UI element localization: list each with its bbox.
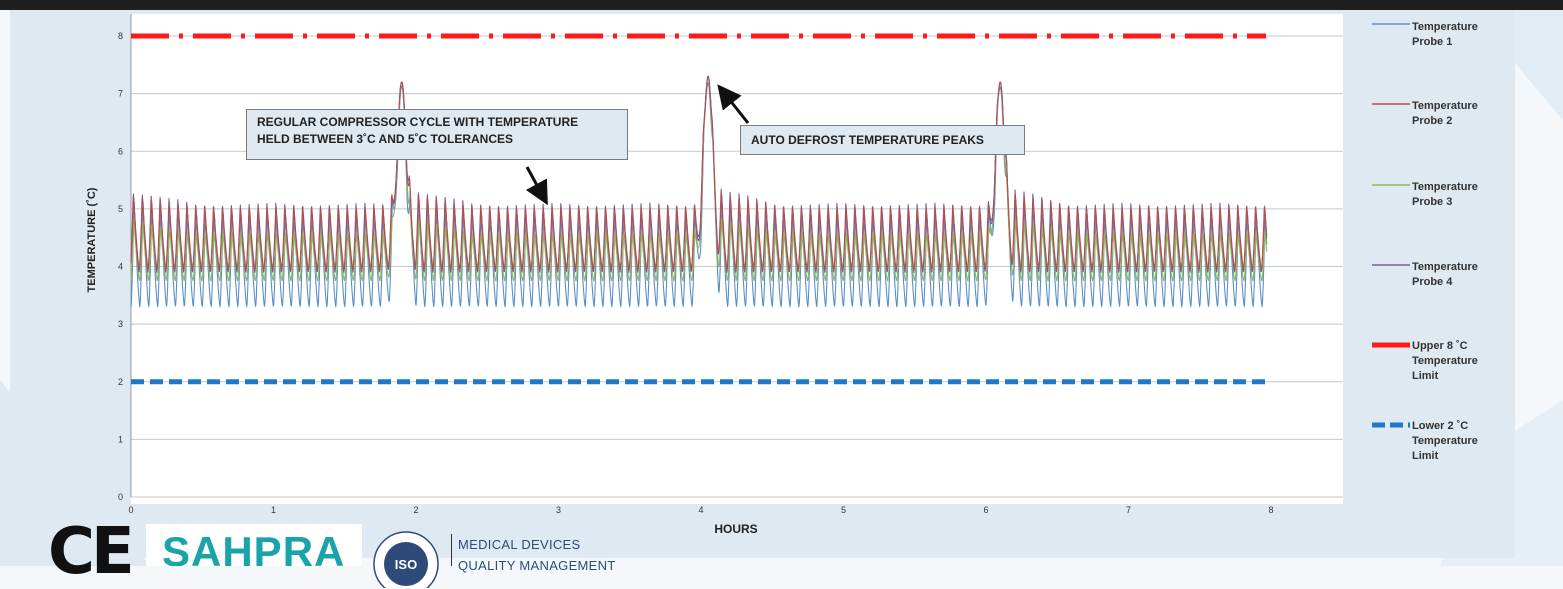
- sahpra-logo: SAHPRA: [146, 524, 362, 566]
- top-bar: [0, 0, 1563, 10]
- x-tick-label-4: 4: [698, 505, 703, 515]
- y-tick-label-2: 2: [118, 377, 123, 387]
- annotation-compressor-line2: HELD BETWEEN 3˚C AND 5˚C TOLERANCES: [257, 132, 514, 146]
- x-tick-label-7: 7: [1126, 505, 1131, 515]
- sahpra-logo-text: SAHPRA: [162, 528, 346, 566]
- y-tick-label-0: 0: [118, 492, 123, 502]
- legend-label-lower-line1: Lower 2 ˚C: [1412, 420, 1469, 432]
- arrow-compressor-cycle: [525, 166, 548, 206]
- legend-label-probe2-line1: Temperature: [1412, 100, 1478, 112]
- footer-medical-devices: MEDICAL DEVICES: [458, 537, 581, 552]
- arrow-defrost-peak: [717, 84, 750, 124]
- annotation-compressor-cycle: REGULAR COMPRESSOR CYCLE WITH TEMPERATUR…: [246, 109, 628, 160]
- legend-label-probe3-line2: Probe 3: [1412, 196, 1453, 208]
- series-line-probe3: [130, 75, 1268, 282]
- legend-label-upper-line3: Limit: [1412, 370, 1439, 382]
- legend-label-lower-line2: Temperature: [1412, 435, 1478, 447]
- y-tick-label-7: 7: [118, 89, 123, 99]
- x-tick-label-1: 1: [271, 505, 276, 515]
- legend-label-probe2-line2: Probe 2: [1412, 115, 1453, 127]
- svg-text:ISO: ISO: [395, 557, 417, 572]
- legend-item-probe3: Temperature Probe 3: [1372, 180, 1512, 240]
- legend-label-probe1-line1: Temperature: [1412, 21, 1478, 33]
- y-tick-label-6: 6: [118, 146, 123, 156]
- series-line-probe2: [130, 75, 1268, 270]
- legend-swatch-probe4: [1372, 264, 1410, 266]
- annotation-defrost-peaks: AUTO DEFROST TEMPERATURE PEAKS: [740, 125, 1025, 155]
- annotation-compressor-line1: REGULAR COMPRESSOR CYCLE WITH TEMPERATUR…: [257, 115, 579, 129]
- y-tick-label-4: 4: [118, 262, 123, 272]
- legend-swatch-probe2: [1372, 103, 1410, 105]
- legend-item-probe2: Temperature Probe 2: [1372, 99, 1512, 159]
- legend-label-probe4-line1: Temperature: [1412, 261, 1478, 273]
- arrow-layer: [525, 84, 750, 206]
- legend-item-probe1: Temperature Probe 1: [1372, 20, 1512, 80]
- ce-mark-logo: CE: [48, 515, 135, 589]
- x-tick-label-8: 8: [1268, 505, 1273, 515]
- legend-swatch-lower-limit: [1372, 422, 1410, 428]
- footer-divider: [451, 534, 452, 566]
- legend-label-probe3-line1: Temperature: [1412, 181, 1478, 193]
- legend-item-upper-limit: Upper 8 ˚C Temperature Limit: [1372, 339, 1512, 399]
- legend-label-lower-line3: Limit: [1412, 450, 1439, 462]
- x-tick-label-5: 5: [841, 505, 846, 515]
- tick-layer: 0 1 2 3 4 5 6 7 8 0 1 2 3 4 5 6 7 8: [118, 31, 1274, 515]
- temperature-chart: 0 1 2 3 4 5 6 7 8 0 1 2 3 4 5 6 7 8 HOURS TEMPERATURE (˚C…: [10, 10, 1515, 558]
- iso-seal-icon: ISO: [373, 531, 439, 588]
- annotation-defrost-text: AUTO DEFROST TEMPERATURE PEAKS: [751, 133, 984, 147]
- x-tick-label-3: 3: [556, 505, 561, 515]
- y-tick-label-3: 3: [118, 319, 123, 329]
- legend-label-upper-line1: Upper 8 ˚C: [1412, 340, 1468, 352]
- legend-swatch-probe3: [1372, 184, 1410, 186]
- y-tick-label-5: 5: [118, 204, 123, 214]
- x-tick-label-0: 0: [128, 505, 133, 515]
- x-tick-label-6: 6: [983, 505, 988, 515]
- legend-item-probe4: Temperature Probe 4: [1372, 260, 1512, 320]
- legend-item-lower-limit: Lower 2 ˚C Temperature Limit: [1372, 419, 1512, 479]
- legend-label-probe4-line2: Probe 4: [1412, 276, 1453, 288]
- x-tick-label-2: 2: [413, 505, 418, 515]
- y-tick-label-1: 1: [118, 434, 123, 444]
- y-tick-label-8: 8: [118, 31, 123, 41]
- legend-swatch-probe1: [1372, 23, 1410, 25]
- y-axis-title: TEMPERATURE (˚C): [86, 187, 98, 292]
- series-layer: [130, 75, 1268, 308]
- limit-layer: [131, 33, 1271, 385]
- x-axis-title: HOURS: [714, 522, 757, 536]
- legend-swatch-upper-limit: [1372, 342, 1410, 348]
- series-line-probe4: [130, 75, 1268, 273]
- legend-label-upper-line2: Temperature: [1412, 355, 1478, 367]
- legend-label-probe1-line2: Probe 1: [1412, 36, 1453, 48]
